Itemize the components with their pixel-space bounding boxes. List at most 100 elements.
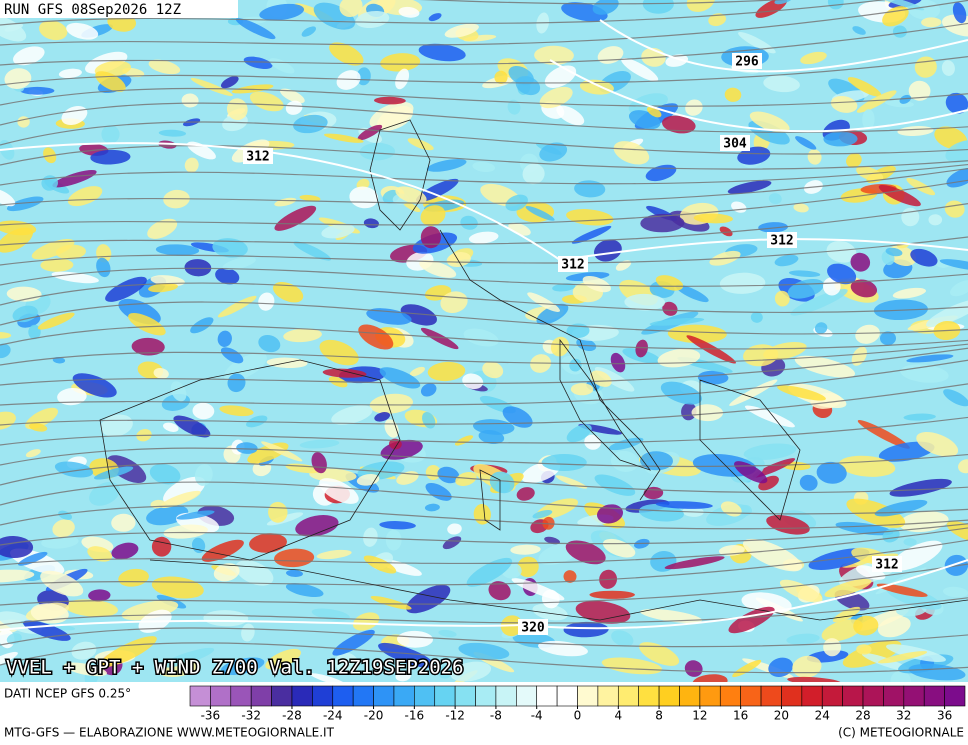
vvel-blob — [856, 644, 872, 655]
vvel-blob — [758, 222, 788, 233]
vvel-blob — [882, 6, 909, 27]
vvel-blob — [903, 413, 936, 421]
vvel-blob — [734, 461, 768, 484]
vvel-blob — [566, 323, 590, 339]
vvel-blob — [846, 153, 862, 168]
vvel-blob — [398, 6, 420, 18]
contour-label-bg — [518, 619, 548, 635]
vvel-blob — [428, 13, 442, 22]
vvel-blob — [90, 149, 131, 165]
vvel-blob — [850, 279, 878, 298]
colorbar-box — [332, 685, 354, 707]
colorbar-box — [760, 685, 782, 707]
vvel-blob — [541, 454, 587, 471]
vvel-blob — [339, 0, 363, 17]
vvel-blob — [724, 87, 742, 102]
streamline — [0, 22, 968, 66]
vvel-blob — [128, 312, 166, 336]
vvel-blob — [40, 570, 84, 597]
vvel-blob — [482, 361, 504, 379]
vvel-blob — [397, 630, 433, 648]
vvel-blob — [582, 275, 611, 293]
vvel-blob — [921, 17, 942, 28]
vvel-blob — [640, 451, 673, 471]
vvel-blob — [153, 367, 169, 379]
colorbar-tick-label: -28 — [282, 709, 302, 723]
vvel-blob — [4, 23, 24, 32]
vvel-blob — [458, 642, 510, 660]
vvel-blob — [879, 0, 925, 11]
colorbar-box — [250, 685, 272, 707]
vvel-blob — [478, 429, 505, 445]
vvel-blob — [611, 630, 634, 647]
colorbar-tick-label: -32 — [241, 709, 261, 723]
vvel-blob — [639, 642, 680, 666]
vvel-blob — [675, 284, 709, 303]
streamline — [0, 267, 968, 287]
vvel-blob — [37, 312, 75, 330]
colorbar-box — [903, 685, 925, 707]
vvel-blob — [0, 411, 16, 430]
vvel-blob — [40, 258, 74, 272]
colorbar-box — [944, 685, 966, 707]
vvel-blob — [903, 538, 917, 546]
vvel-blob — [565, 540, 606, 565]
vvel-blob — [463, 328, 499, 347]
streamline — [0, 481, 968, 515]
vvel-blob — [752, 458, 796, 478]
vvel-blob — [258, 335, 281, 353]
vvel-blob — [111, 542, 139, 560]
vvel-blob — [52, 169, 97, 188]
vvel-blob — [438, 665, 452, 679]
colorbar-box — [495, 685, 517, 707]
vvel-blob — [945, 139, 968, 163]
vvel-blob — [832, 606, 861, 623]
contour-labels: 296 304 312 312 312 312 320 — [243, 53, 902, 636]
vvel-blob — [515, 76, 541, 96]
vvel-blob — [686, 0, 716, 12]
colorbar-box — [414, 685, 436, 707]
streamline — [0, 163, 968, 186]
vvel-blob — [212, 238, 248, 258]
vvel-blob — [853, 615, 879, 636]
vvel-blob — [29, 422, 48, 432]
footer-left: MTG-GFS — ELABORAZIONE WWW.METEOGIORNALE… — [4, 726, 335, 740]
streamline — [0, 359, 968, 406]
vvel-blob — [541, 589, 560, 609]
vvel-blob — [534, 45, 574, 65]
colorbar-box — [862, 685, 884, 707]
vvel-blob — [763, 75, 800, 93]
colorbar-tick-label: 4 — [614, 709, 622, 723]
vvel-blob — [194, 464, 213, 486]
vvel-blob — [952, 2, 967, 24]
vvel-blob — [426, 159, 467, 172]
vvel-blob — [265, 648, 301, 670]
streamline — [0, 236, 968, 266]
colorbar-box — [271, 685, 293, 707]
vvel-blob — [563, 621, 609, 638]
vvel-blob — [655, 501, 713, 509]
contour-label-bg — [732, 53, 762, 69]
vvel-blob — [786, 633, 820, 645]
vvel-blob — [407, 138, 434, 151]
vvel-blob — [635, 339, 648, 358]
vvel-blob — [613, 141, 650, 165]
vvel-blob — [155, 244, 200, 256]
vvel-blob — [455, 472, 477, 486]
vvel-blob — [877, 651, 928, 664]
vvel-blob — [685, 99, 703, 116]
vvel-blob — [851, 346, 867, 366]
vvel-blob — [816, 461, 847, 484]
vvel-blob — [63, 662, 108, 677]
contour-label: 312 — [246, 150, 269, 165]
vvel-blob — [283, 328, 322, 343]
colorbar-box — [516, 685, 538, 707]
contour-label: 312 — [875, 558, 898, 573]
vvel-blob — [800, 51, 827, 65]
vvel-blob — [190, 78, 233, 96]
colorbar-tick-label: 12 — [692, 709, 707, 723]
streamline — [0, 179, 968, 226]
vvel-blob — [795, 136, 817, 150]
vvel-blob — [892, 25, 907, 38]
vvel-blob — [420, 327, 459, 350]
